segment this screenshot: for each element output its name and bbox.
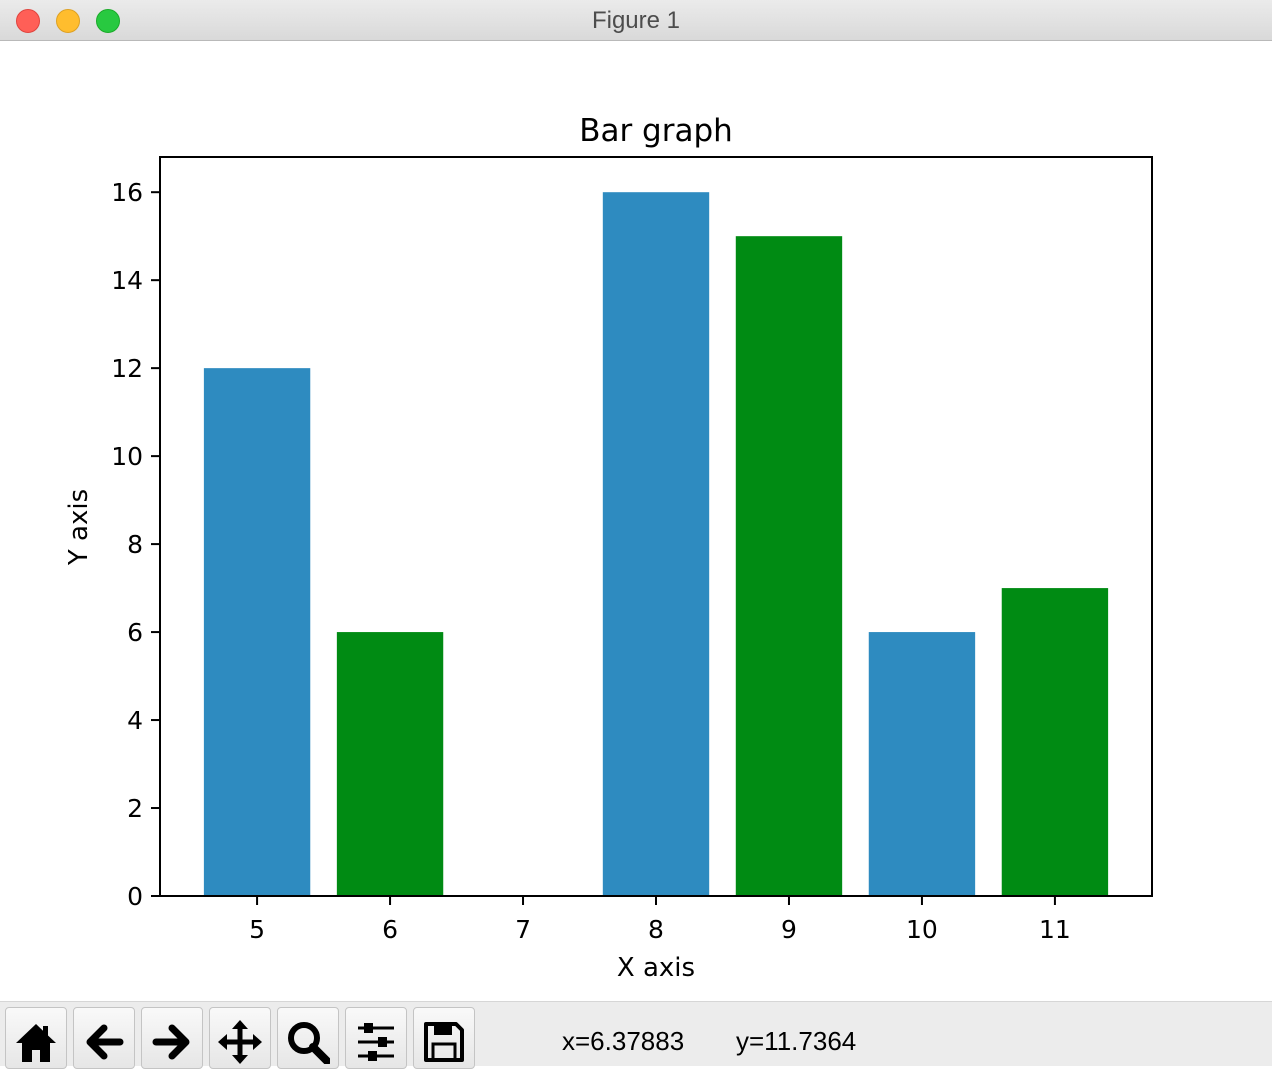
minimize-window-button[interactable] bbox=[56, 9, 80, 33]
zoom-icon bbox=[288, 1022, 330, 1064]
cursor-y-readout: y=11.7364 bbox=[736, 1026, 857, 1056]
configure-subplots-button[interactable] bbox=[345, 1007, 407, 1069]
x-tick-label: 10 bbox=[906, 915, 938, 944]
y-tick-label: 10 bbox=[111, 442, 143, 471]
y-tick-label: 8 bbox=[127, 530, 143, 559]
bar-x-9 bbox=[735, 236, 843, 896]
x-tick-label: 9 bbox=[781, 915, 797, 944]
y-tick-label: 12 bbox=[111, 354, 143, 383]
maximize-window-button[interactable] bbox=[96, 9, 120, 33]
pan-button[interactable] bbox=[209, 1007, 271, 1069]
x-tick-label: 11 bbox=[1039, 915, 1071, 944]
configure-subplots-icon bbox=[358, 1023, 394, 1061]
x-tick-label: 7 bbox=[515, 915, 531, 944]
y-tick-label: 16 bbox=[111, 178, 143, 207]
bars-group bbox=[203, 192, 1109, 897]
x-ticks-group: 5 6 7 8 9 10 11 bbox=[249, 896, 1071, 944]
y-tick-label: 0 bbox=[127, 882, 143, 911]
save-button[interactable] bbox=[413, 1007, 475, 1069]
x-axis-label: X axis bbox=[617, 953, 695, 983]
bar-x-8 bbox=[602, 192, 710, 896]
cursor-x-readout: x=6.37883 bbox=[562, 1026, 685, 1056]
x-tick-label: 8 bbox=[648, 915, 664, 944]
x-tick-label: 6 bbox=[382, 915, 398, 944]
bar-x-10 bbox=[868, 632, 976, 896]
back-icon bbox=[86, 1024, 124, 1060]
chart-title: Bar graph bbox=[579, 113, 733, 149]
navigation-toolbar: x=6.37883 y=11.7364 bbox=[0, 1001, 1272, 1069]
pan-icon bbox=[218, 1020, 262, 1064]
forward-button[interactable] bbox=[141, 1007, 203, 1069]
save-icon bbox=[424, 1022, 464, 1062]
bar-chart: 5 6 7 8 9 10 11 0 2 4 6 8 10 12 14 16 Bar graph X axis… bbox=[64, 113, 1153, 983]
home-icon bbox=[16, 1024, 56, 1062]
y-tick-label: 4 bbox=[127, 706, 143, 735]
bar-x-6 bbox=[336, 632, 444, 896]
y-axis-label: Y axis bbox=[64, 489, 94, 566]
close-window-button[interactable] bbox=[16, 9, 40, 33]
back-button[interactable] bbox=[73, 1007, 135, 1069]
y-tick-label: 6 bbox=[127, 618, 143, 647]
y-ticks-group: 0 2 4 6 8 10 12 14 16 bbox=[111, 178, 160, 911]
bar-x-5 bbox=[203, 368, 311, 897]
window-title: Figure 1 bbox=[591, 7, 681, 34]
zoom-button[interactable] bbox=[277, 1007, 339, 1069]
y-tick-label: 14 bbox=[111, 266, 143, 295]
x-tick-label: 5 bbox=[249, 915, 265, 944]
forward-icon bbox=[152, 1024, 190, 1060]
window-titlebar: Figure 1 bbox=[0, 0, 1272, 41]
bar-x-11 bbox=[1001, 588, 1109, 896]
home-button[interactable] bbox=[5, 1007, 67, 1069]
y-tick-label: 2 bbox=[127, 794, 143, 823]
